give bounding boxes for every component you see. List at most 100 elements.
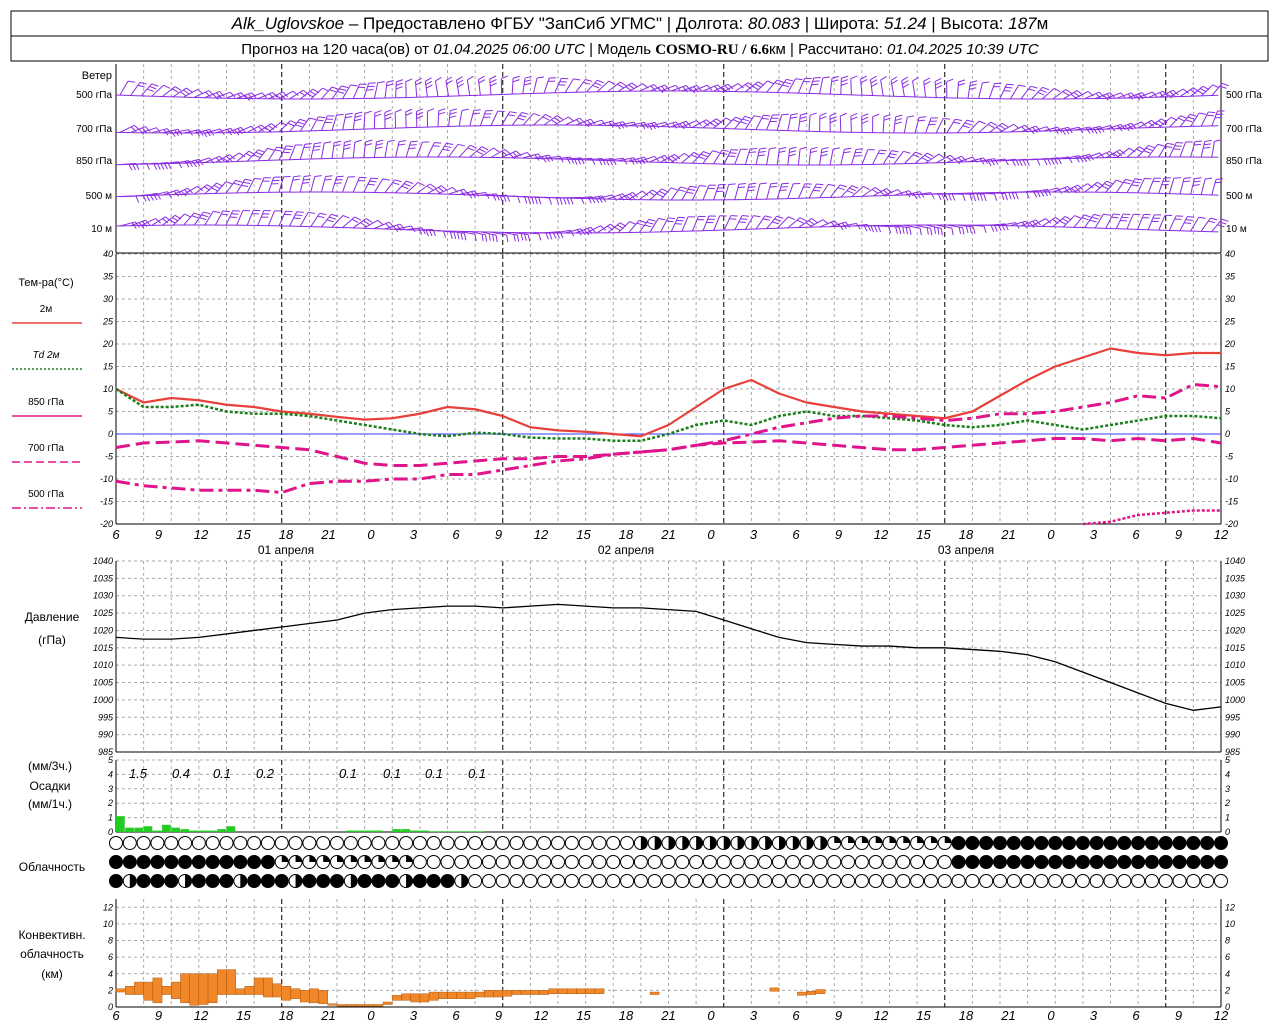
wind-barb [723,184,730,200]
wind-barb-flag [177,128,183,136]
temp-title: Тем-ра(°С) [18,277,73,289]
wind-barb-flag [128,163,133,171]
wind-barb-flag [962,194,966,202]
wind-barb-flag [821,150,829,154]
latitude-label: Широта: [814,14,879,33]
wind-barb-flag [888,226,892,234]
wind-barb-flag [1001,193,1005,201]
wind-barb [819,220,835,228]
wind-barb-flag [902,80,909,85]
cloud-symbol [1048,874,1063,888]
cloud-symbol [481,836,496,850]
wind-barb-flag [781,113,789,116]
pressure-tick-left: 1030 [93,591,113,601]
wind-barb-flag [767,80,775,85]
wind-barb [257,177,265,193]
wind-barb-flag [1092,127,1098,135]
wind-barb-flag [737,186,745,189]
cloud-symbol [1200,855,1215,869]
wind-barb [1179,113,1191,128]
wind-barb-flag [374,110,382,114]
wind-barb [893,116,897,133]
cloud-symbol [1186,855,1201,869]
wind-barb-flag [139,81,147,85]
cloud-symbol-fill [295,874,303,888]
wind-barb [575,79,586,93]
wind-barb [459,190,475,195]
cloud-symbol-fill [682,836,689,850]
wind-barb-flag [1161,118,1168,124]
wind-barb [808,115,811,132]
cloud-symbol [385,874,400,888]
wind-barb [1169,115,1181,128]
wind-barb-flag [478,75,485,80]
conv-bar [290,988,301,999]
wind-barb-flag [1004,223,1009,231]
wind-barb-flag [1101,185,1109,190]
wind-barb-flag [484,234,488,242]
wind-barb [1211,218,1223,232]
wind-barb-flag [1116,179,1123,183]
wind-barb [702,84,718,92]
wind-barb-flag [1096,126,1102,134]
wind-barb-flag [226,155,233,162]
wind-barb [607,193,623,200]
wind-barb-flag [656,193,664,198]
wind-barb-flag [871,188,879,194]
wind-barb [1116,147,1130,158]
wind-barb-flag [1064,127,1070,135]
wind-barb-flag [384,109,392,114]
cloud-symbol [606,836,621,850]
wind-barb [798,218,812,229]
wind-barb-flag [916,192,921,199]
cloud-symbol [1075,836,1090,850]
wind-barb [649,154,665,163]
cloud-symbol [164,874,179,888]
wind-barb-flag [156,127,162,134]
precip-amount-label: 0.2 [256,766,275,781]
wind-barb-flag [1157,143,1165,147]
temp-legend-label: 700 гПа [28,443,64,454]
wind-barb-flag [314,175,322,177]
longitude-value: 80.083 [748,14,801,33]
wind-barb [628,121,645,127]
conv-bar [346,1004,356,1007]
conv-bar [125,986,135,995]
wind-barb-flag [386,83,394,87]
wind-barb-flag [580,228,586,235]
wind-barb-flag [461,108,469,112]
cloud-symbol [620,855,635,869]
wind-level-line [115,156,1219,166]
conv-bar [171,981,181,999]
wind-barb [829,78,833,95]
cloud-symbol [965,855,980,869]
wind-barb [1105,149,1120,159]
cloud-symbol [896,855,911,869]
wind-barb-flag [919,228,922,236]
wind-barb-flag [897,189,904,195]
wind-barb-flag [742,118,750,122]
cloud-symbol [537,855,552,869]
wind-barb-flag [903,150,911,154]
wind-barb [193,90,209,98]
wind-barb [903,117,908,134]
wind-barb [957,119,968,134]
wind-barb [1010,124,1026,133]
wind-barb [331,142,335,159]
wind-barb [395,81,397,98]
wind-barb-flag [548,197,552,205]
wind-barb-flag [446,80,453,85]
wind-barb-flag [632,192,639,198]
wind-barb [713,149,723,165]
wind-barb [299,212,309,227]
temp-series-4 [115,383,1222,494]
cloud-symbol [951,874,966,888]
cloud-symbol [1048,836,1063,850]
wind-barb [1168,215,1177,231]
wind-barb [278,120,291,133]
wind-barb-flag [668,217,676,220]
pressure-tick-left: 1000 [93,695,113,705]
wind-barb-flag [631,82,638,88]
wind-barb [247,92,263,99]
cloud-symbol [785,855,800,869]
